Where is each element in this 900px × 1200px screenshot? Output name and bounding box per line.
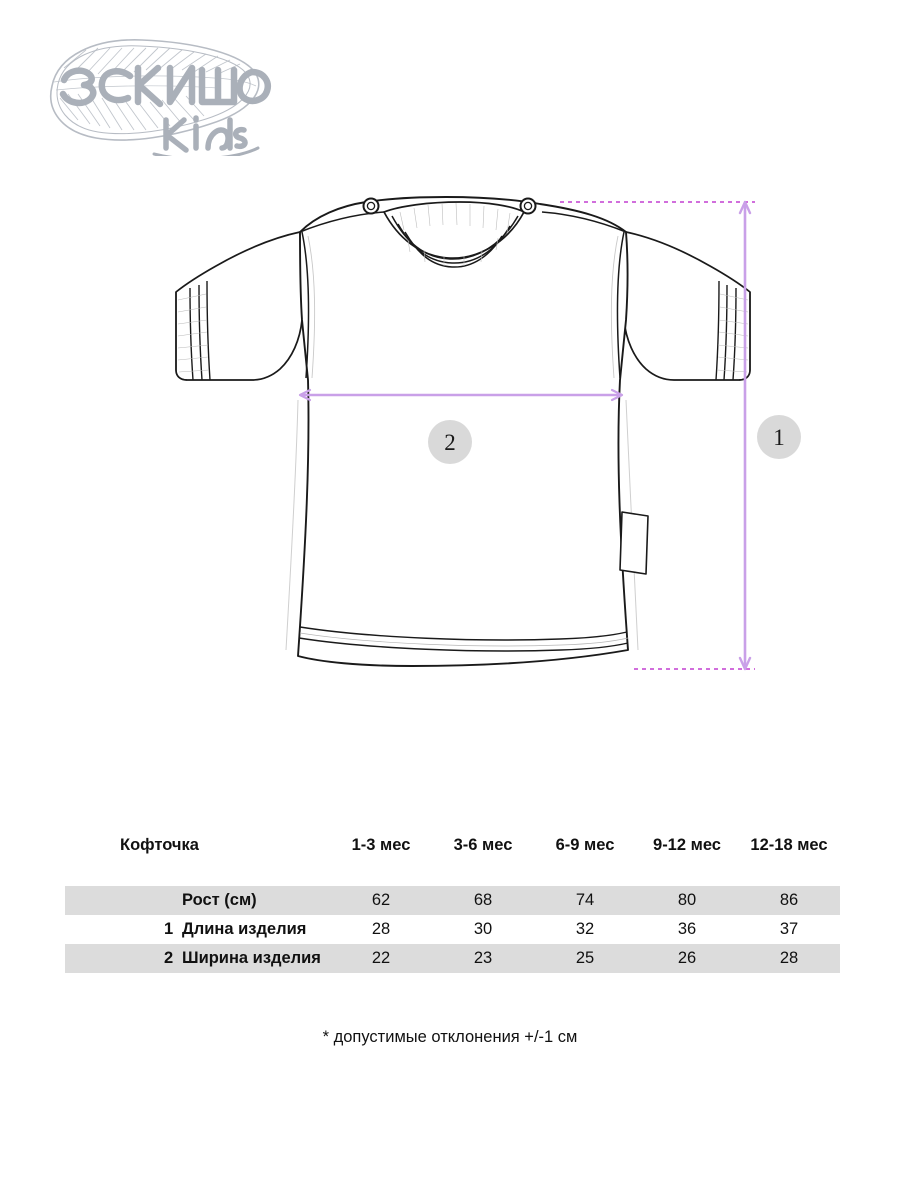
size-chart-table: Кофточка 1-3 мес 3-6 мес 6-9 мес 9-12 ме…	[65, 822, 840, 973]
row-label-length: 1 Длина изделия	[65, 915, 330, 944]
row-index: 1	[164, 920, 174, 939]
header-row: Кофточка 1-3 мес 3-6 мес 6-9 мес 9-12 ме…	[65, 822, 840, 868]
brand-label-tab	[619, 511, 649, 575]
cell-width-3: 25	[534, 944, 636, 973]
cell-height-3: 74	[534, 886, 636, 915]
width-measure-arrow	[298, 388, 624, 402]
row-index: 2	[164, 949, 174, 968]
column-header-size-4: 9-12 мес	[653, 835, 721, 854]
column-header-size-3: 6-9 мес	[555, 835, 615, 854]
snap-button-right	[519, 197, 537, 215]
size-chart-header: Кофточка 1-3 мес 3-6 мес 6-9 мес 9-12 ме…	[65, 822, 840, 868]
cell-width-2: 23	[432, 944, 534, 973]
cell-length-5: 37	[779, 920, 799, 939]
row-title: Длина изделия	[182, 920, 307, 939]
cell-length-4: 36	[677, 920, 697, 939]
cell-height-4: 80	[636, 886, 738, 915]
cell-height-5: 86	[738, 886, 840, 915]
size-chart-body: Рост (см) 62 68 74 80 86 1 Длина изделия …	[65, 868, 840, 973]
table-row: 2 Ширина изделия 22 23 25 26 28	[65, 944, 840, 973]
column-header-size-1: 1-3 мес	[351, 835, 411, 854]
length-measure-arrow	[560, 200, 755, 671]
row-title: Рост (см)	[182, 891, 257, 910]
cell-length-2: 30	[473, 920, 493, 939]
header-body-spacer	[65, 868, 840, 886]
cell-height-1: 62	[330, 886, 432, 915]
measure-badge-length: 1	[757, 415, 801, 459]
column-header-size-5: 12-18 мес	[750, 835, 828, 854]
snap-button-left	[362, 197, 380, 215]
measure-badge-width: 2	[428, 420, 472, 464]
cell-width-4: 26	[636, 944, 738, 973]
cell-width-1: 22	[330, 944, 432, 973]
table-title: Кофточка	[120, 835, 199, 854]
row-label-width: 2 Ширина изделия	[65, 944, 330, 973]
tolerance-footnote: * допустимые отклонения +/-1 см	[322, 1028, 578, 1046]
table-row: Рост (см) 62 68 74 80 86	[65, 886, 840, 915]
table-row: 1 Длина изделия 28 30 32 36 37	[65, 915, 840, 944]
row-title: Ширина изделия	[182, 949, 321, 968]
measure-badge-width-label: 2	[444, 429, 456, 455]
garment-technical-drawing	[0, 180, 900, 710]
brand-logo	[34, 28, 274, 161]
cell-length-1: 28	[371, 920, 391, 939]
cell-width-5: 28	[738, 944, 840, 973]
row-label-height: Рост (см)	[65, 886, 330, 915]
measure-badge-length-label: 1	[773, 424, 785, 450]
column-header-size-2: 3-6 мес	[453, 835, 513, 854]
cell-height-2: 68	[432, 886, 534, 915]
cell-length-3: 32	[575, 920, 595, 939]
